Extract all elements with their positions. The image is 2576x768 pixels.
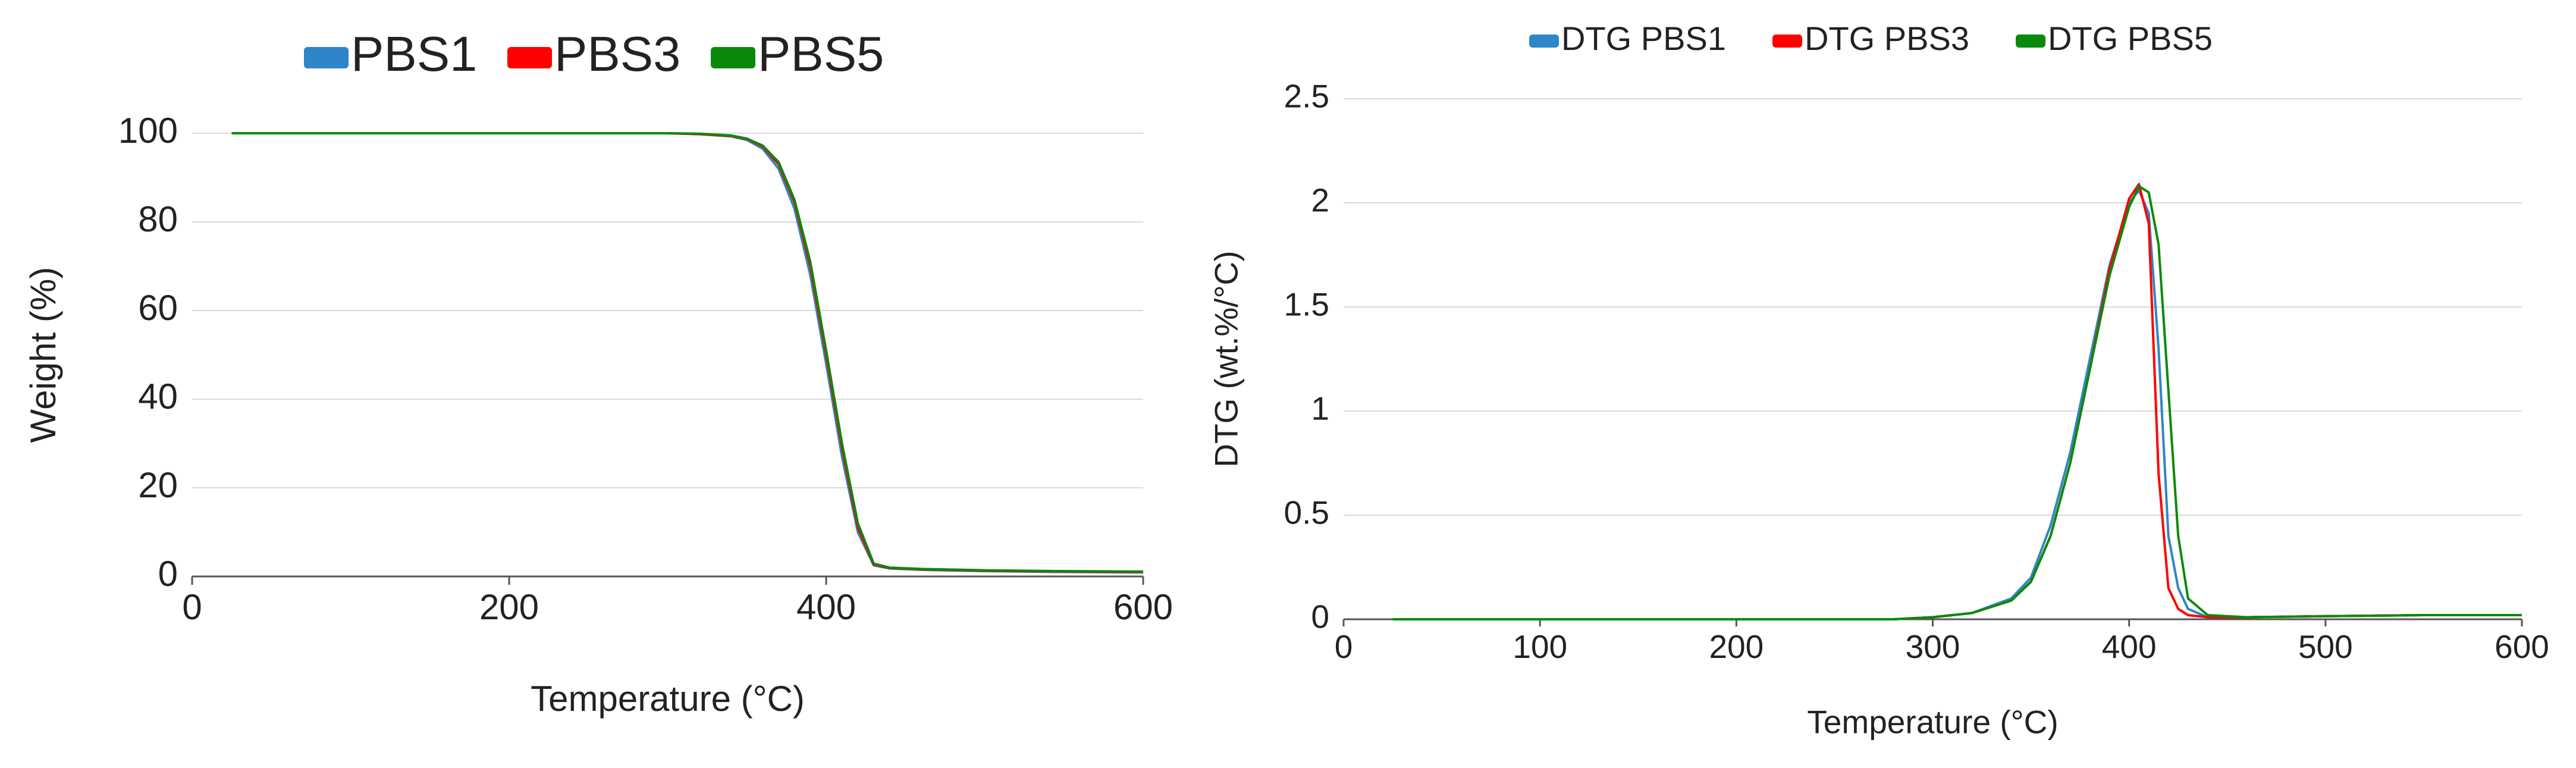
legend-swatch bbox=[304, 47, 349, 68]
data-line bbox=[231, 132, 1144, 573]
y-tick-label: 100 bbox=[118, 111, 178, 151]
y-tick-label: 2 bbox=[1311, 182, 1329, 219]
x-tick-label: 600 bbox=[1113, 587, 1173, 627]
legend-swatch bbox=[711, 47, 755, 68]
data-line bbox=[231, 132, 1144, 574]
legend-swatch bbox=[507, 47, 552, 68]
data-line bbox=[231, 132, 1144, 573]
legend-swatch bbox=[1529, 35, 1559, 48]
x-tick-label: 400 bbox=[2102, 628, 2157, 665]
y-tick-label: 80 bbox=[138, 199, 178, 239]
y-tick-label: 2.5 bbox=[1284, 78, 1329, 115]
x-axis-title: Temperature (°C) bbox=[1807, 704, 2058, 741]
legend-label: PBS1 bbox=[351, 26, 477, 81]
legend-label: PBS5 bbox=[758, 26, 884, 81]
y-axis-title: DTG (wt.%/°C) bbox=[1208, 250, 1245, 467]
y-tick-label: 20 bbox=[138, 465, 178, 505]
y-tick-label: 40 bbox=[138, 377, 178, 416]
x-tick-label: 100 bbox=[1513, 628, 1567, 665]
x-tick-label: 0 bbox=[1335, 628, 1353, 665]
x-axis-title: Temperature (°C) bbox=[531, 679, 805, 719]
x-tick-label: 200 bbox=[1709, 628, 1764, 665]
y-tick-label: 0 bbox=[158, 554, 178, 594]
y-tick-label: 1.5 bbox=[1284, 286, 1329, 323]
x-tick-label: 0 bbox=[182, 587, 202, 627]
y-axis-title: Weight (%) bbox=[23, 267, 63, 443]
data-line bbox=[1392, 183, 2522, 620]
legend-label: DTG PBS5 bbox=[2048, 20, 2213, 57]
legend-label: PBS3 bbox=[554, 26, 680, 81]
legend-label: DTG PBS3 bbox=[1805, 20, 1969, 57]
y-tick-label: 60 bbox=[138, 288, 178, 328]
x-tick-label: 400 bbox=[796, 587, 856, 627]
x-tick-label: 200 bbox=[479, 587, 539, 627]
x-tick-label: 300 bbox=[1906, 628, 1960, 665]
y-tick-label: 1 bbox=[1311, 390, 1329, 427]
data-line bbox=[1392, 189, 2522, 620]
data-line bbox=[1392, 185, 2522, 620]
legend-label: DTG PBS1 bbox=[1561, 20, 1726, 57]
legend-swatch bbox=[1772, 35, 1802, 48]
y-tick-label: 0.5 bbox=[1284, 494, 1329, 531]
y-tick-label: 0 bbox=[1311, 598, 1329, 635]
legend-swatch bbox=[2016, 35, 2045, 48]
x-tick-label: 600 bbox=[2495, 628, 2549, 665]
x-tick-label: 500 bbox=[2298, 628, 2353, 665]
